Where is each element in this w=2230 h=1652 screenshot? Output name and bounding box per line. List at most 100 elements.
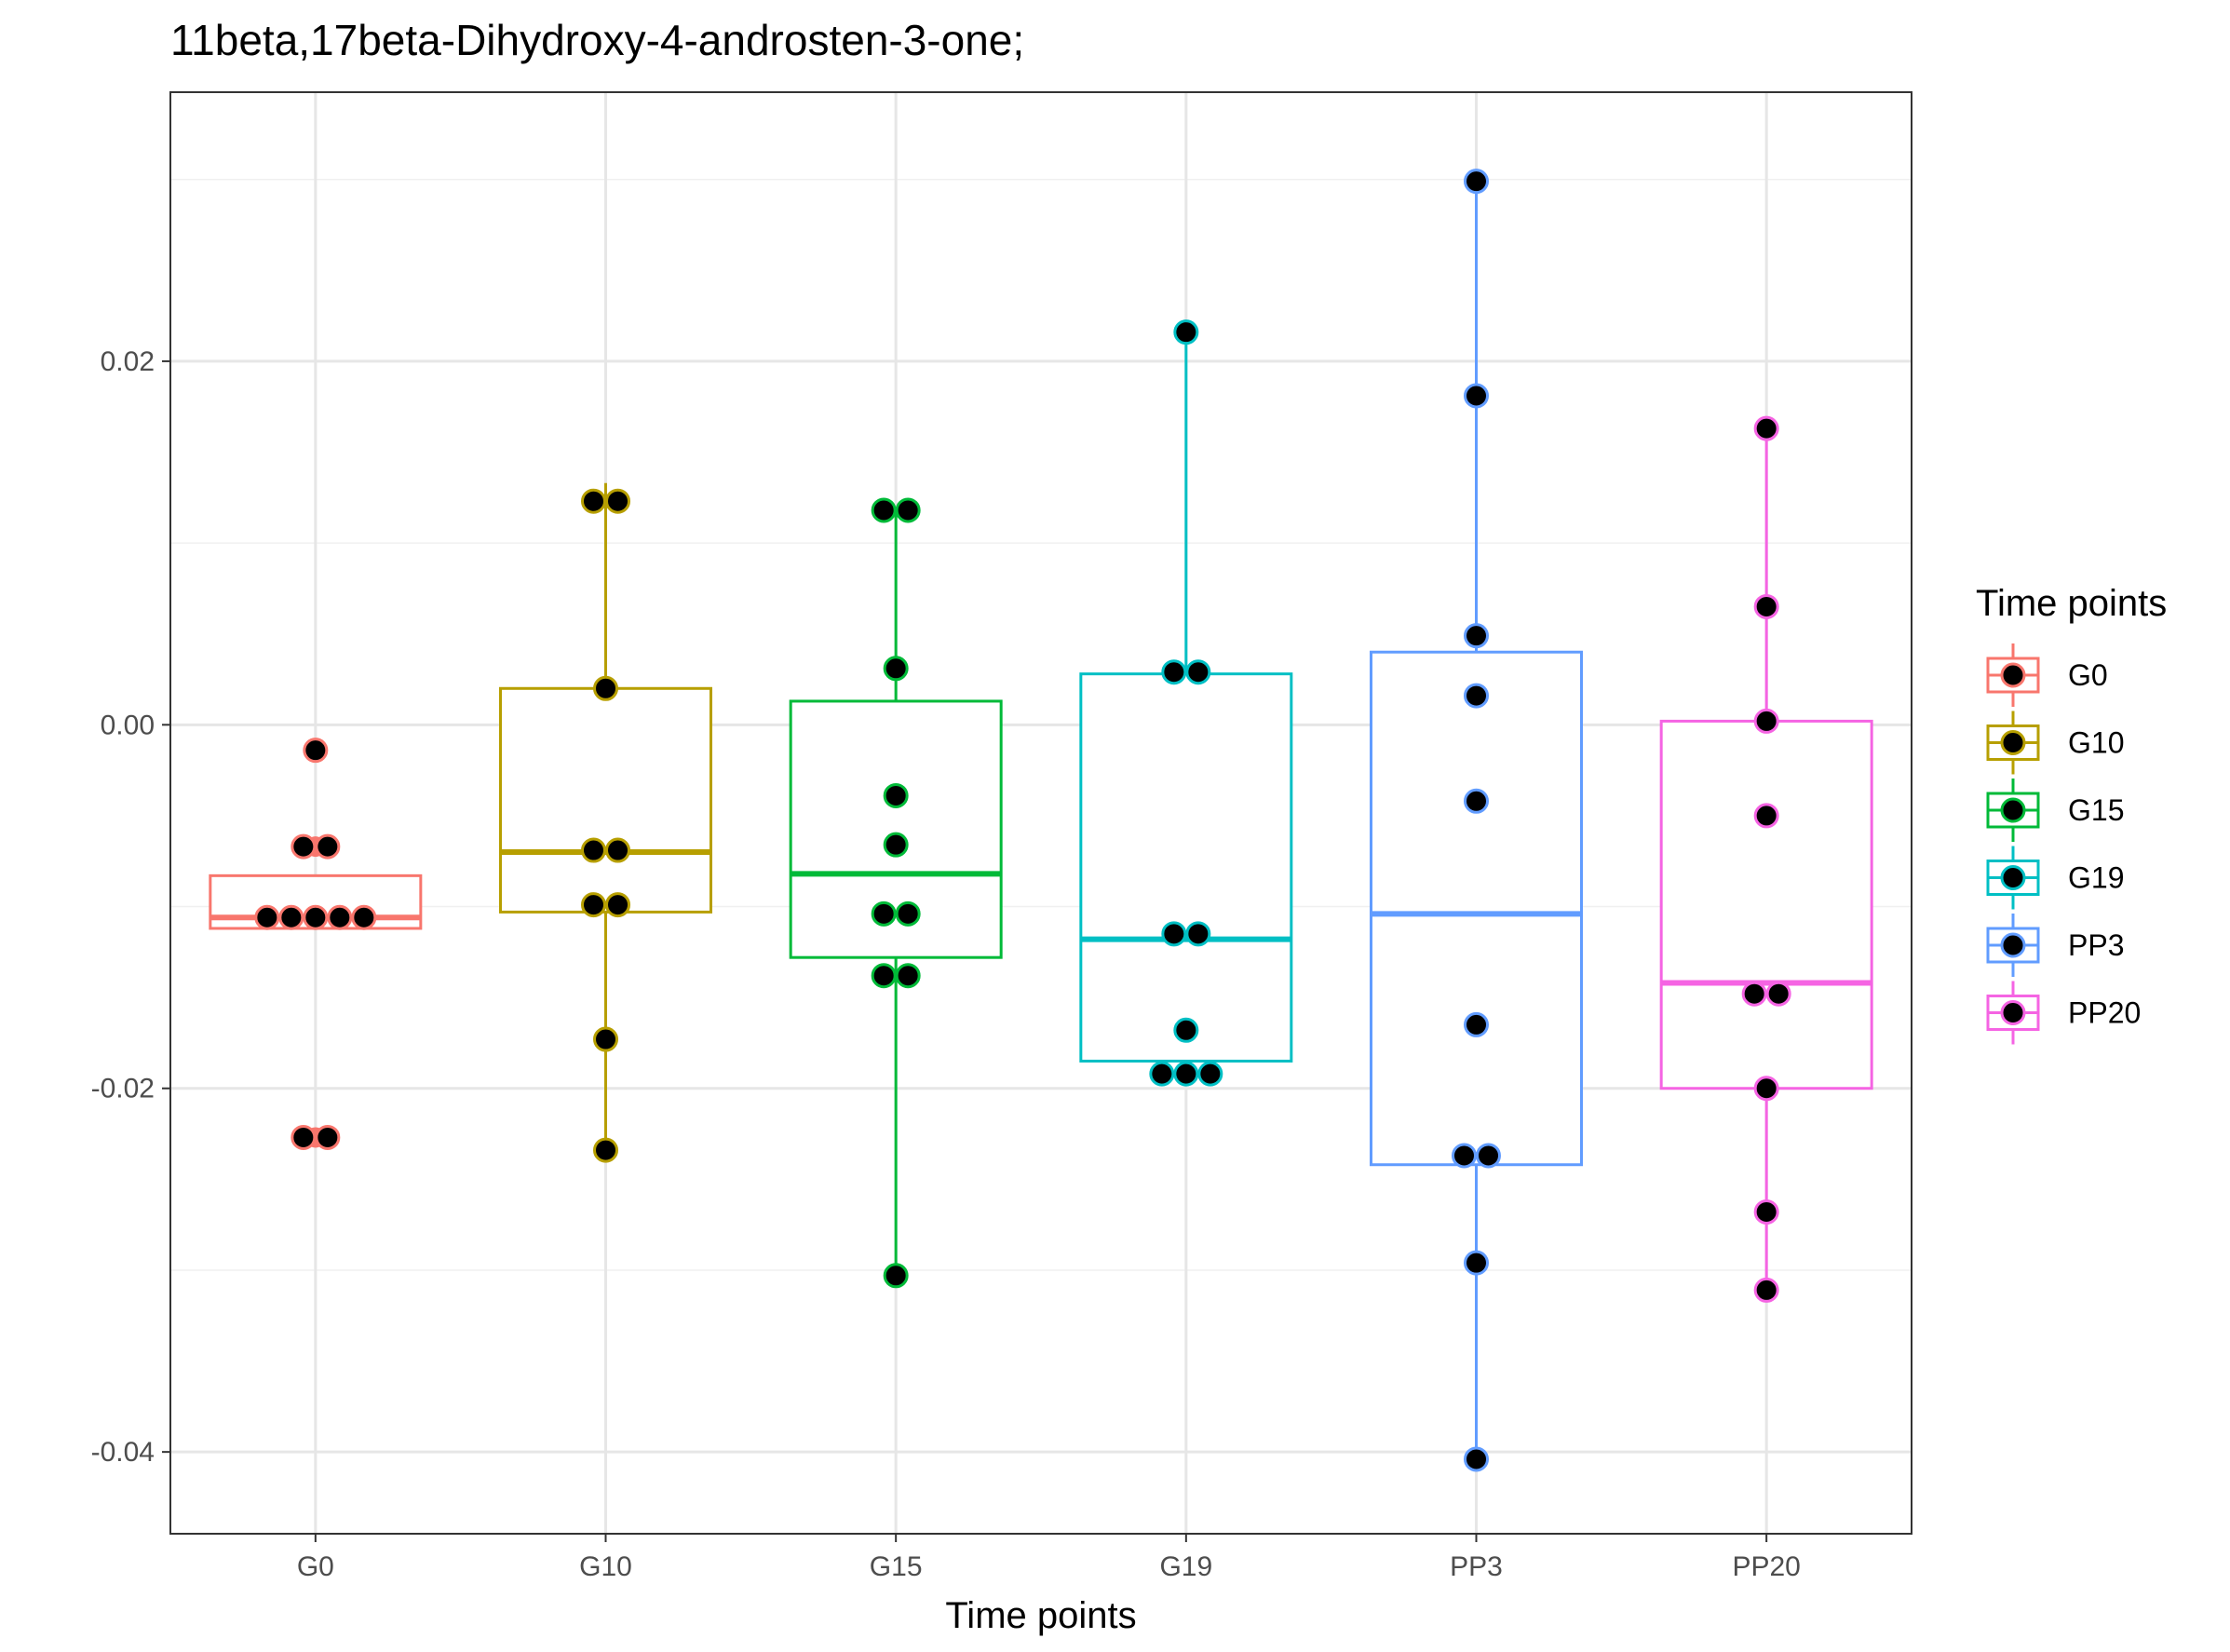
data-point	[315, 833, 341, 860]
legend: Time points G0 G10 G15 G19 PP3 PP20	[1976, 583, 2167, 1045]
box-body	[1659, 719, 1873, 1090]
legend-key-point	[2000, 865, 2026, 890]
box-pp3	[1370, 181, 1583, 1459]
x-tick-label: PP20	[1732, 1551, 1800, 1582]
x-axis-title: Time points	[945, 1595, 1136, 1636]
box-body	[1079, 672, 1293, 1063]
y-tick-label: -0.02	[91, 1074, 155, 1104]
points-g10	[581, 488, 630, 1163]
data-point	[883, 782, 909, 808]
legend-label: G10	[2068, 726, 2124, 760]
data-point	[1464, 1250, 1489, 1276]
plot-panel-background	[170, 92, 1912, 1534]
box-body	[499, 686, 712, 914]
box-body	[1370, 650, 1583, 1167]
points-pp3	[1452, 169, 1501, 1472]
legend-label: PP3	[2068, 928, 2124, 962]
data-point	[254, 904, 280, 930]
data-point	[303, 738, 329, 764]
x-tick-label: PP3	[1450, 1551, 1503, 1582]
legend-key-point	[2000, 797, 2026, 823]
box-body	[789, 699, 1003, 959]
data-point	[1753, 1076, 1779, 1102]
data-point	[883, 832, 909, 858]
y-tick-label: -0.04	[91, 1437, 155, 1468]
box-layer	[209, 181, 1873, 1459]
data-point	[291, 1124, 317, 1150]
data-point	[1173, 1017, 1199, 1043]
data-point	[1185, 659, 1211, 685]
data-point	[291, 833, 317, 860]
data-point	[1753, 1277, 1779, 1303]
data-point	[581, 488, 606, 514]
data-point	[1753, 708, 1779, 734]
data-point	[1753, 593, 1779, 619]
data-point	[871, 497, 897, 523]
data-point	[1464, 383, 1489, 409]
points-pp20	[1741, 415, 1791, 1303]
y-tick-label: 0.00	[101, 710, 155, 740]
data-point	[593, 1137, 618, 1163]
legend-key-point	[2000, 932, 2026, 958]
legend-key-point	[2000, 1000, 2026, 1025]
data-point	[1197, 1061, 1223, 1087]
data-point	[315, 1124, 341, 1150]
data-point	[871, 963, 897, 989]
legend-label: G15	[2068, 793, 2124, 827]
y-tick-label: 0.02	[101, 346, 155, 377]
points-g15	[871, 497, 921, 1289]
data-point	[1464, 1011, 1489, 1037]
data-point	[1161, 921, 1187, 947]
legend-label: G0	[2068, 658, 2108, 692]
data-point	[1452, 1143, 1477, 1169]
data-point	[883, 1263, 909, 1289]
legend-title: Time points	[1976, 583, 2167, 624]
data-point	[593, 1026, 618, 1052]
legend-label: G19	[2068, 861, 2124, 895]
legend-label: PP20	[2068, 996, 2141, 1030]
data-point	[605, 892, 630, 918]
legend-item-pp3: PP3	[1986, 914, 2124, 977]
data-point	[1173, 319, 1199, 345]
data-point	[327, 904, 353, 930]
data-point	[1149, 1061, 1175, 1087]
data-point	[1161, 659, 1187, 685]
legend-item-g0: G0	[1986, 643, 2108, 707]
data-point	[593, 675, 618, 701]
box-g15	[789, 509, 1003, 1276]
box-g19	[1079, 332, 1293, 1075]
data-point	[1753, 803, 1779, 829]
data-point	[1741, 981, 1767, 1007]
data-point	[1753, 1198, 1779, 1225]
data-point	[883, 656, 909, 682]
legend-item-g15: G15	[1986, 779, 2124, 842]
y-axis: -0.04 -0.02 0.00 0.02	[91, 346, 170, 1468]
legend-item-pp20: PP20	[1986, 981, 2141, 1045]
legend-item-g19: G19	[1986, 846, 2124, 910]
box-pp20	[1659, 428, 1873, 1291]
data-point	[895, 963, 921, 989]
data-point	[581, 837, 606, 863]
chart-title: 11beta,17beta-Dihydroxy-4-androsten-3-on…	[170, 16, 1025, 64]
data-point	[1464, 623, 1489, 649]
x-tick-label: G10	[579, 1551, 632, 1582]
legend-key-point	[2000, 730, 2026, 755]
data-point	[1476, 1143, 1501, 1169]
x-tick-label: G19	[1159, 1551, 1212, 1582]
data-point	[871, 900, 897, 927]
data-point	[605, 488, 630, 514]
data-point	[1765, 981, 1791, 1007]
data-point	[1753, 415, 1779, 441]
data-point	[1173, 1061, 1199, 1087]
x-tick-label: G15	[870, 1551, 923, 1582]
data-point	[1464, 683, 1489, 709]
data-point	[895, 497, 921, 523]
plot-panel-border	[169, 91, 1912, 1535]
minor-gridlines	[170, 178, 1912, 1271]
legend-item-g10: G10	[1986, 711, 2124, 775]
x-tick-label: G0	[297, 1551, 334, 1582]
data-point	[303, 904, 329, 930]
data-point	[581, 892, 606, 918]
data-point	[1185, 921, 1211, 947]
